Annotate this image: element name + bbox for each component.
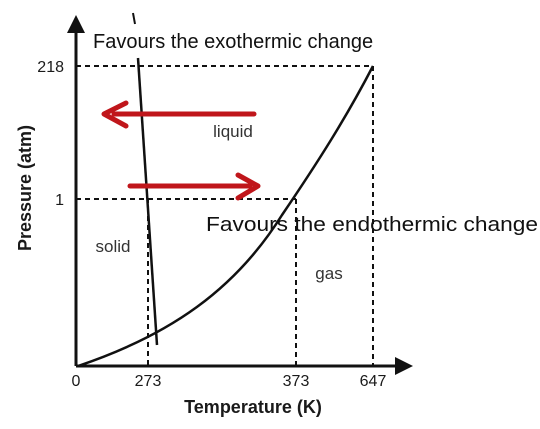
region-gas-label: gas xyxy=(315,264,342,283)
top-tick-mark xyxy=(132,12,136,25)
exothermic-arrow xyxy=(101,100,257,129)
endothermic-arrow xyxy=(127,172,261,201)
y-tick-218: 218 xyxy=(37,59,64,76)
x-tick-273: 273 xyxy=(135,373,162,390)
x-tick-373: 373 xyxy=(283,373,310,390)
x-tick-647: 647 xyxy=(360,373,387,390)
melting-line xyxy=(136,57,159,346)
endothermic-annotation: Favours the endothermic change xyxy=(206,214,538,236)
vapour-curve xyxy=(77,65,375,368)
y-tick-1: 1 xyxy=(55,192,64,209)
y-axis-label: Pressure (atm) xyxy=(15,125,35,251)
x-tick-0: 0 xyxy=(72,373,81,390)
x-axis-label: Temperature (K) xyxy=(184,397,322,417)
region-liquid-label: liquid xyxy=(213,122,253,141)
exothermic-annotation: Favours the exothermic change xyxy=(93,31,373,53)
region-solid-label: solid xyxy=(96,237,131,256)
